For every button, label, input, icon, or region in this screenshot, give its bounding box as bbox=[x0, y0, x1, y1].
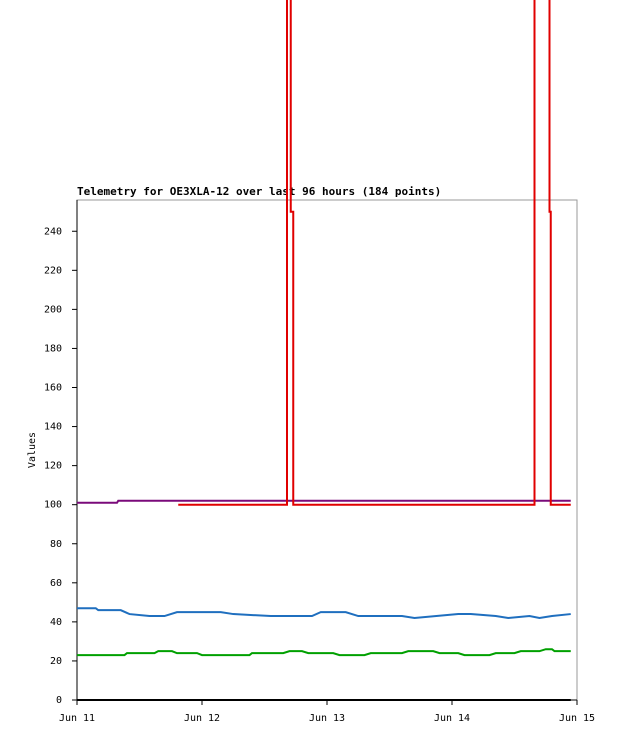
y-tick-label: 160 bbox=[44, 383, 62, 394]
x-tick-label: Jun 15 bbox=[559, 713, 595, 724]
y-tick-label: 180 bbox=[44, 343, 62, 354]
y-tick-label: 200 bbox=[44, 304, 62, 315]
y-tick-label: 140 bbox=[44, 422, 62, 433]
y-tick-label: 0 bbox=[56, 695, 62, 706]
y-tick-label: 40 bbox=[50, 617, 62, 628]
data-line bbox=[77, 607, 571, 619]
y-tick-label: 100 bbox=[44, 500, 62, 511]
x-tick-label: Jun 11 bbox=[59, 713, 95, 724]
x-tick-label: Jun 14 bbox=[434, 713, 470, 724]
y-tick-label: 60 bbox=[50, 578, 62, 589]
y-tick-label: 220 bbox=[44, 265, 62, 276]
data-line bbox=[178, 0, 571, 506]
y-axis-label: Values bbox=[27, 432, 38, 468]
x-tick-label: Jun 13 bbox=[309, 713, 345, 724]
y-tick-label: 240 bbox=[44, 226, 62, 237]
data-line bbox=[77, 648, 571, 657]
y-tick-label: 20 bbox=[50, 656, 62, 667]
plot-frame bbox=[76, 199, 578, 701]
x-tick-label: Jun 12 bbox=[184, 713, 220, 724]
chart-title: Telemetry for OE3XLA-12 over last 96 hou… bbox=[77, 185, 441, 198]
y-tick-label: 120 bbox=[44, 461, 62, 472]
data-line bbox=[77, 499, 571, 504]
y-tick-label: 80 bbox=[50, 539, 62, 550]
